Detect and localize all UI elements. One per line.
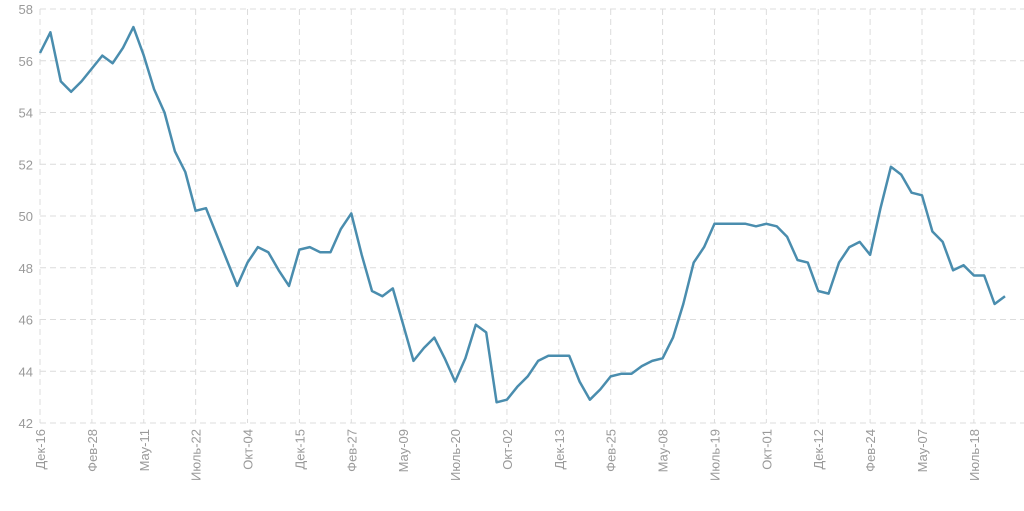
x-tick-label: May-08 xyxy=(656,429,671,472)
line xyxy=(38,25,1006,404)
x-tick-label: Июль-22 xyxy=(189,429,204,481)
y-tick-label: 46 xyxy=(19,313,33,328)
y-tick-label: 44 xyxy=(19,364,33,379)
x-tick-label: Дек-12 xyxy=(811,429,826,470)
x-tick-label: Окт-02 xyxy=(500,429,515,470)
x-tick-label: Фев-28 xyxy=(85,429,100,472)
y-tick-label: 58 xyxy=(19,2,33,17)
x-tick-label: May-09 xyxy=(396,429,411,472)
x-tick-label: Окт-01 xyxy=(759,429,774,470)
x-tick-label: Июль-18 xyxy=(967,429,982,481)
x-tick-label: May-07 xyxy=(915,429,930,472)
x-tick-label: Окт-04 xyxy=(241,429,256,470)
x-tick-label: Дек-13 xyxy=(552,429,567,470)
y-tick-label: 52 xyxy=(19,157,33,172)
x-tick-label: Июль-20 xyxy=(448,429,463,481)
y-tick-label: 48 xyxy=(19,261,33,276)
y-tick-label: 50 xyxy=(19,209,33,224)
y-tick-label: 54 xyxy=(19,106,33,121)
x-tick-label: May-11 xyxy=(137,429,152,471)
x-tick-label: Дек-16 xyxy=(33,429,48,470)
x-tick-label: Фев-25 xyxy=(604,429,619,472)
y-tick-label: 42 xyxy=(19,416,33,431)
x-tick-label: Дек-15 xyxy=(292,429,307,470)
x-tick-label: Фев-27 xyxy=(344,429,359,472)
x-tick-label: Июль-19 xyxy=(707,429,722,481)
y-tick-label: 56 xyxy=(19,54,33,69)
x-tick-label: Фев-24 xyxy=(863,429,878,472)
